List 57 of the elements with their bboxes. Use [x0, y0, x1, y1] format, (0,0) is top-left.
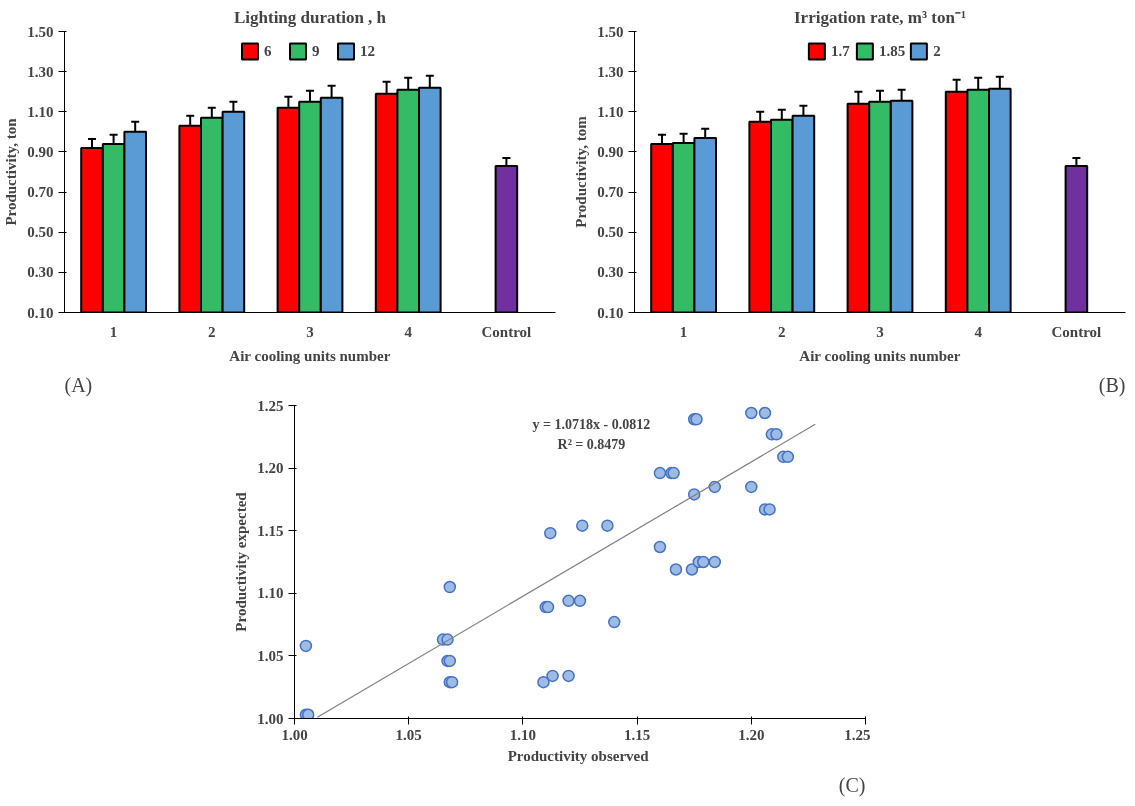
x-tick-label: 1.25 — [844, 726, 871, 743]
y-tick-label: 1.30 — [597, 63, 624, 80]
text: (C) — [838, 773, 866, 797]
y-tick-label: 0.10 — [597, 304, 624, 321]
y-tick-label: 0.10 — [27, 304, 54, 321]
x-tick-label: 1 — [109, 323, 118, 340]
x-tick-label: Control — [1051, 323, 1102, 340]
x-axis-title: Air cooling units number — [229, 347, 391, 364]
y-tick-label: 0.50 — [27, 224, 54, 241]
x-axis-title: Productivity observed — [507, 747, 650, 764]
y-axis-title: Productivity, tom — [573, 115, 590, 228]
y-tick-label: 1.10 — [597, 103, 624, 120]
legend-label: 9 — [312, 42, 321, 60]
x-tick-label: 1.15 — [623, 726, 651, 743]
x-tick-label: 2 — [778, 323, 786, 340]
annotation: R² = 0.8479 — [557, 437, 626, 453]
x-tick-label: 4 — [404, 323, 413, 340]
x-tick-label: 3 — [876, 323, 884, 340]
x-tick-label: 1.20 — [738, 726, 765, 743]
y-tick-label: 0.70 — [27, 184, 54, 201]
x-tick-label: 1 — [679, 323, 688, 340]
legend-label: 12 — [360, 42, 376, 60]
y-tick-label: 1.10 — [27, 103, 54, 120]
y-tick-label: 1.30 — [27, 63, 54, 80]
legend-label: 2 — [933, 42, 942, 60]
legend-label: 1.85 — [878, 42, 906, 60]
y-tick-label: 0.30 — [597, 264, 624, 281]
y-tick-label: 1.15 — [257, 522, 284, 539]
legend-label: 1.7 — [830, 42, 851, 60]
x-tick-label: Control — [481, 323, 532, 340]
text: (A) — [64, 373, 93, 397]
text: (B) — [1098, 373, 1126, 397]
y-tick-label: 1.20 — [257, 460, 284, 477]
annotation: y = 1.0718x - 0.0812 — [532, 417, 651, 433]
y-tick-label: 1.50 — [597, 23, 624, 40]
y-tick-label: 1.25 — [257, 397, 284, 414]
y-tick-label: 0.90 — [597, 143, 624, 160]
x-tick-label: 1.05 — [395, 726, 422, 743]
y-tick-label: 0.30 — [27, 264, 54, 281]
chart-title: Irrigation rate, m³ ton⁻¹ — [794, 7, 966, 27]
y-tick-label: 0.70 — [597, 184, 624, 201]
x-tick-label: 1.00 — [281, 726, 308, 743]
y-tick-label: 1.00 — [257, 710, 284, 727]
y-axis-title: Productivity expected — [233, 491, 250, 632]
x-tick-label: 2 — [208, 323, 216, 340]
y-tick-label: 1.10 — [257, 585, 284, 602]
y-tick-label: 1.05 — [257, 647, 284, 664]
y-tick-label: 0.90 — [27, 143, 54, 160]
y-tick-label: 1.50 — [27, 23, 54, 40]
x-tick-label: 1.10 — [509, 726, 537, 743]
chart-title: Lighting duration , h — [233, 7, 387, 27]
legend-label: 6 — [264, 42, 273, 60]
y-tick-label: 0.50 — [597, 224, 624, 241]
x-axis-title: Air cooling units number — [799, 347, 961, 364]
x-tick-label: 4 — [974, 323, 983, 340]
y-axis-title: Productivity, ton — [3, 117, 20, 226]
x-tick-label: 3 — [306, 323, 314, 340]
